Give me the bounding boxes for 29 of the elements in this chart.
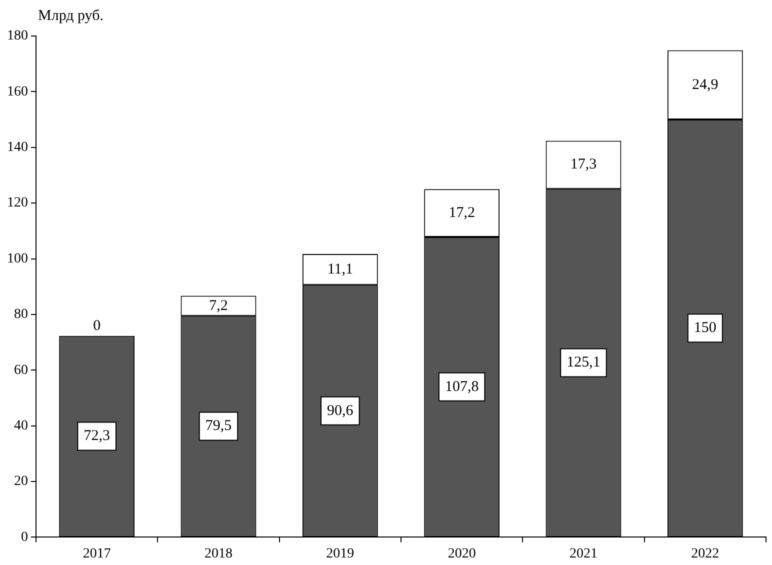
y-tick-label: 40 xyxy=(14,418,28,434)
data-label: 17,2 xyxy=(448,205,475,222)
data-label: 0 xyxy=(93,318,101,334)
y-axis-title: Млрд руб. xyxy=(38,8,104,24)
data-label: 7,2 xyxy=(209,298,228,314)
data-label: 150 xyxy=(694,320,716,336)
y-tick-label: 60 xyxy=(14,362,28,378)
x-tick-label: 2020 xyxy=(448,546,476,562)
y-tick-label: 0 xyxy=(21,530,28,545)
data-label: 107,8 xyxy=(444,378,479,395)
x-tick-label: 2021 xyxy=(570,546,598,562)
data-label: 72,3 xyxy=(84,428,110,444)
x-tick-label: 2022 xyxy=(691,546,720,562)
data-label: 24,9 xyxy=(692,76,718,93)
data-label: 79,5 xyxy=(205,418,232,434)
data-label: 17,3 xyxy=(570,156,597,173)
x-tick-label: 2019 xyxy=(326,546,354,562)
x-tick-label: 2017 xyxy=(82,546,111,562)
data-label: 90,6 xyxy=(327,402,354,419)
y-tick-label: 100 xyxy=(7,251,28,266)
y-tick-label: 180 xyxy=(7,28,28,44)
data-label: 125,1 xyxy=(566,354,600,371)
y-tick-label: 160 xyxy=(7,84,28,100)
y-tick-label: 20 xyxy=(14,474,28,490)
x-tick-label: 2018 xyxy=(204,546,232,562)
data-label: 11,1 xyxy=(327,261,354,278)
y-tick-label: 140 xyxy=(7,140,28,156)
y-tick-label: 120 xyxy=(7,196,28,211)
y-tick-label: 80 xyxy=(14,307,28,322)
